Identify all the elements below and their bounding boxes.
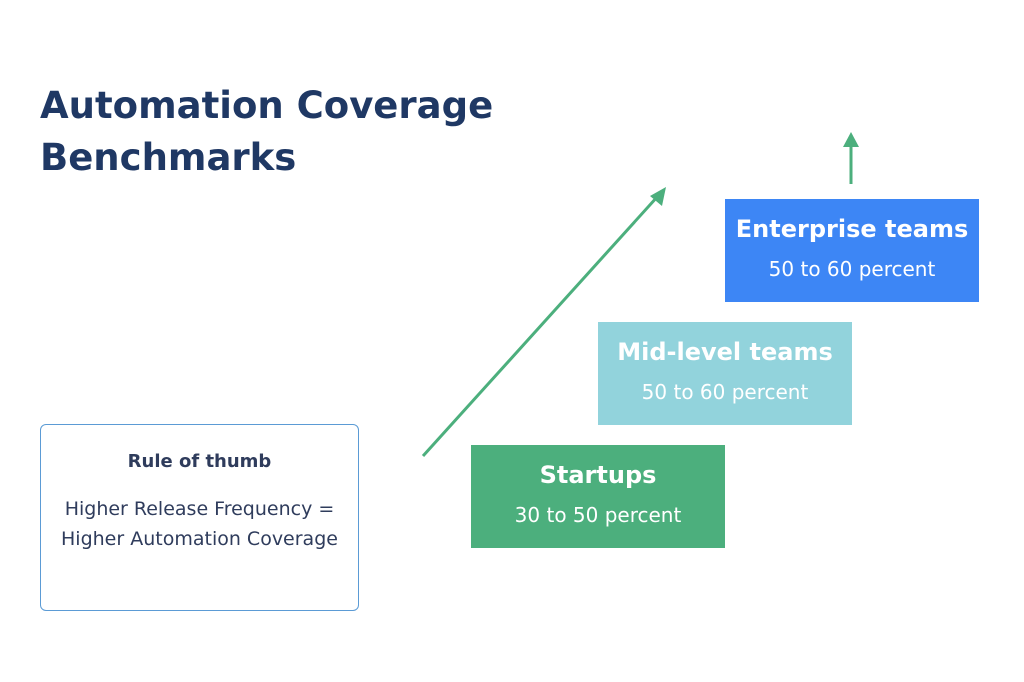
- arrow-line: [421, 194, 660, 458]
- arrow-head: [843, 132, 859, 147]
- tier-box: Enterprise teams 50 to 60 percent: [725, 199, 979, 302]
- tier-range: 50 to 60 percent: [641, 380, 809, 404]
- rule-body: Higher Release Frequency = Higher Automa…: [61, 498, 338, 550]
- rule-box: Rule of thumb Higher Release Frequency =…: [40, 424, 359, 611]
- arrow-head: [650, 187, 666, 206]
- tier-name: Enterprise teams: [735, 215, 969, 243]
- title: Automation Coverage Benchmarks: [40, 84, 494, 179]
- tier-range: 30 to 50 percent: [514, 503, 682, 527]
- rule-heading: Rule of thumb: [127, 451, 272, 472]
- tier-box: Mid-level teams 50 to 60 percent: [598, 322, 852, 425]
- tier-name: Mid-level teams: [617, 338, 833, 366]
- tier-range: 50 to 60 percent: [768, 257, 936, 281]
- tier-name: Startups: [539, 461, 657, 489]
- tier-box: Startups 30 to 50 percent: [471, 445, 725, 548]
